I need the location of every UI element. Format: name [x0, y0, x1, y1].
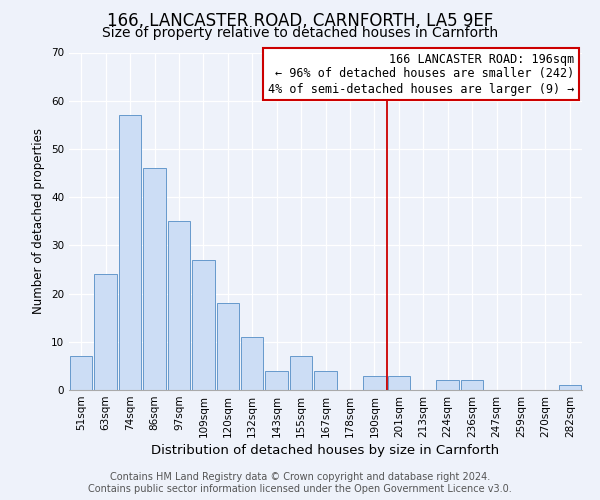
Bar	[70, 356, 92, 390]
Text: Size of property relative to detached houses in Carnforth: Size of property relative to detached ho…	[102, 26, 498, 40]
Bar	[94, 274, 117, 390]
Bar	[241, 337, 263, 390]
Bar	[265, 370, 288, 390]
Text: Contains HM Land Registry data © Crown copyright and database right 2024.
Contai: Contains HM Land Registry data © Crown c…	[88, 472, 512, 494]
Bar	[436, 380, 459, 390]
Bar	[290, 356, 313, 390]
Bar	[363, 376, 386, 390]
Bar	[143, 168, 166, 390]
Bar	[167, 221, 190, 390]
Text: 166, LANCASTER ROAD, CARNFORTH, LA5 9EF: 166, LANCASTER ROAD, CARNFORTH, LA5 9EF	[107, 12, 493, 30]
Bar	[461, 380, 484, 390]
Bar	[314, 370, 337, 390]
Y-axis label: Number of detached properties: Number of detached properties	[32, 128, 46, 314]
Text: 166 LANCASTER ROAD: 196sqm
← 96% of detached houses are smaller (242)
4% of semi: 166 LANCASTER ROAD: 196sqm ← 96% of deta…	[268, 52, 574, 96]
Bar	[388, 376, 410, 390]
Bar	[559, 385, 581, 390]
Bar	[217, 303, 239, 390]
X-axis label: Distribution of detached houses by size in Carnforth: Distribution of detached houses by size …	[151, 444, 500, 457]
Bar	[192, 260, 215, 390]
Bar	[119, 115, 142, 390]
